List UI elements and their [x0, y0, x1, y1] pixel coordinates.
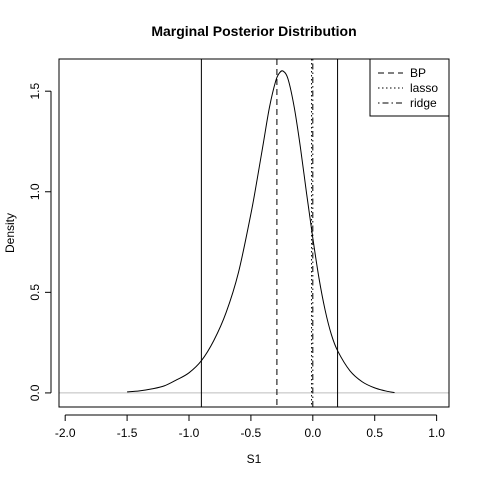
x-tick-label: -0.5 — [241, 426, 262, 440]
y-axis-label: Density — [3, 213, 17, 253]
x-tick-label: -2.0 — [55, 426, 76, 440]
chart-title: Marginal Posterior Distribution — [151, 23, 356, 39]
x-tick-label: 0.5 — [366, 426, 383, 440]
density-curve — [127, 70, 395, 394]
x-tick-label: 0.0 — [304, 426, 321, 440]
legend-label-bp: BP — [410, 66, 426, 80]
x-tick-label: -1.0 — [179, 426, 200, 440]
x-tick-label: -1.5 — [117, 426, 138, 440]
legend-label-ridge: ridge — [410, 96, 437, 110]
y-tick-label: 1.5 — [28, 83, 42, 100]
x-tick-label: 1.0 — [428, 426, 445, 440]
y-tick-label: 0.5 — [28, 284, 42, 301]
y-tick-label: 0.0 — [28, 384, 42, 401]
y-tick-label: 1.0 — [28, 183, 42, 200]
x-axis: -2.0 -1.5 -1.0 -0.5 0.0 0.5 1.0 — [55, 414, 445, 440]
y-axis: 0.0 0.5 1.0 1.5 — [28, 83, 52, 401]
plot-area — [59, 59, 449, 407]
x-axis-label: S1 — [247, 452, 262, 466]
legend-label-lasso: lasso — [410, 81, 438, 95]
plot-frame — [58, 58, 450, 408]
